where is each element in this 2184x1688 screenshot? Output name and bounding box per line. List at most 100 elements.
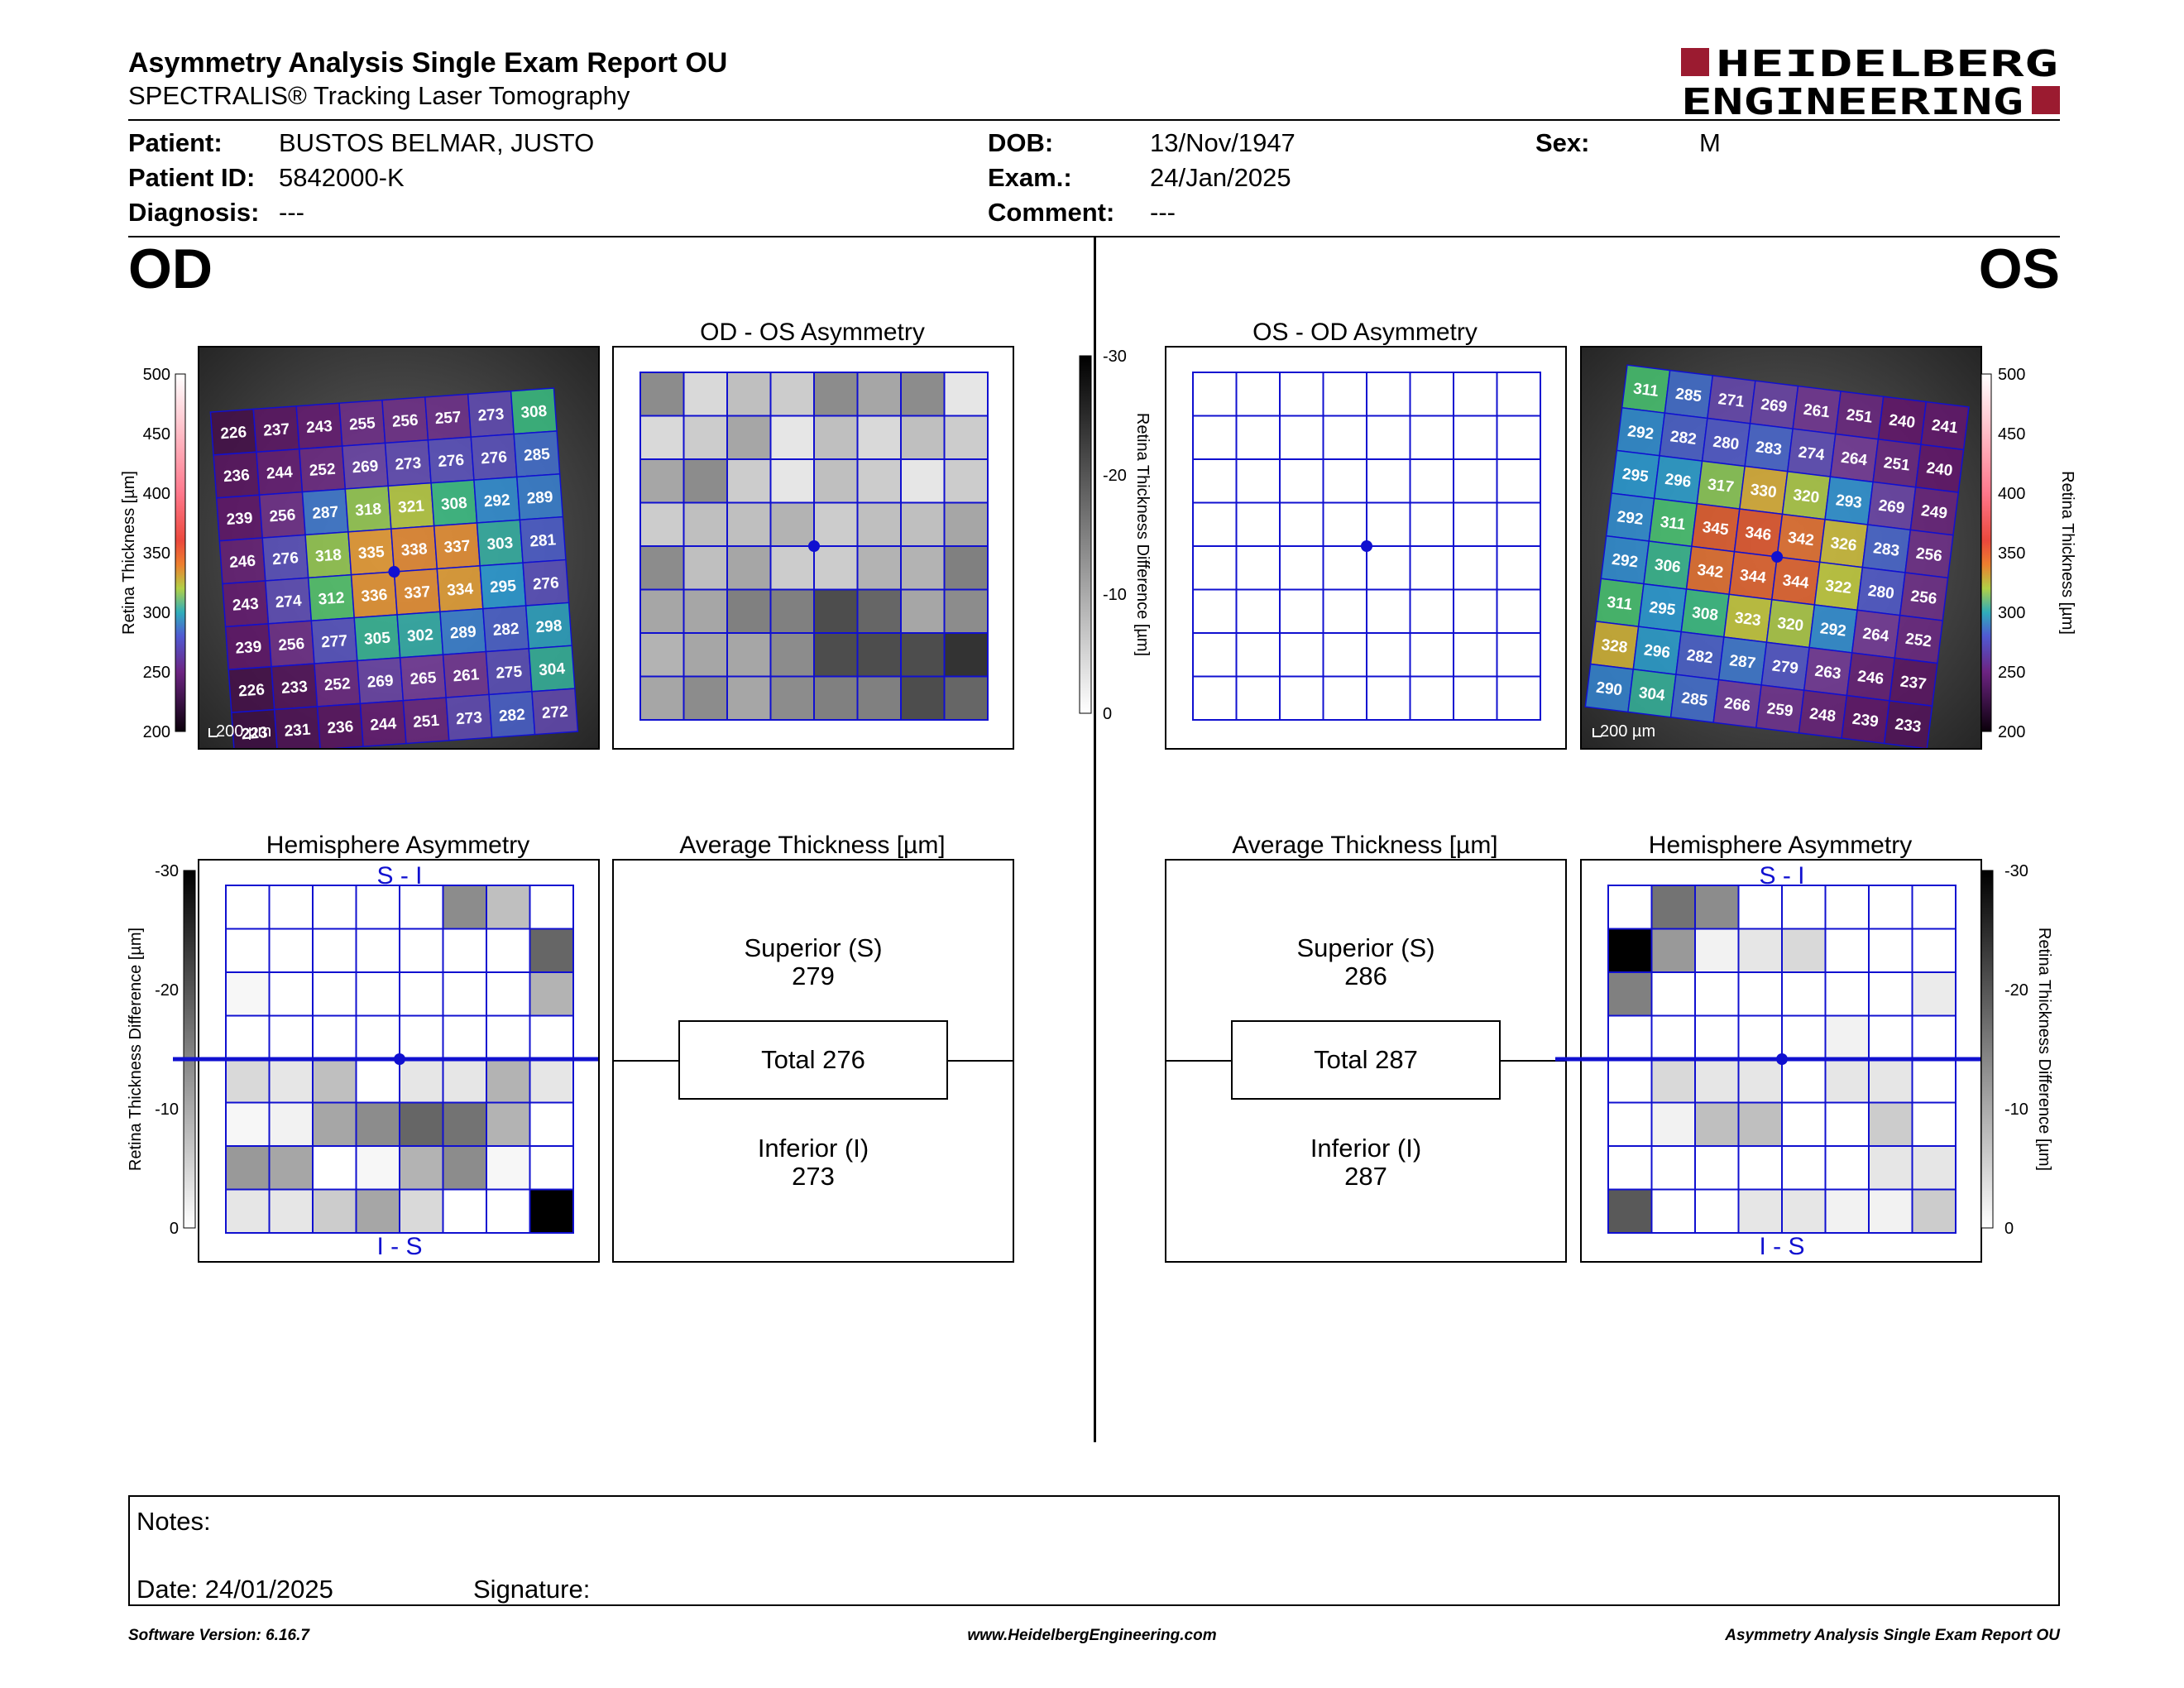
grid-cell — [1366, 501, 1411, 547]
website-link[interactable]: www.HeidelbergEngineering.com — [967, 1627, 1217, 1644]
grid-cell — [1192, 372, 1238, 417]
grid-cell — [1824, 928, 1870, 973]
grid-cell — [529, 1101, 574, 1147]
thickness-value: 318 — [355, 501, 382, 520]
grid-cell — [1279, 632, 1324, 678]
grid-cell — [1279, 588, 1324, 634]
difference-gradient — [183, 870, 196, 1229]
thickness-value: 335 — [357, 544, 386, 563]
grid-cell — [529, 971, 574, 1017]
grid-cell — [268, 1058, 314, 1104]
os-hemi-panel: S - I I - S — [1555, 859, 1982, 1263]
grid-cell — [1322, 632, 1367, 678]
grid-cell — [1824, 971, 1870, 1017]
thickness-value: 244 — [370, 715, 398, 734]
grid-cell — [1737, 1101, 1783, 1147]
grid-cell — [1496, 588, 1541, 634]
grid-cell — [682, 458, 728, 504]
thickness-value: 274 — [1798, 444, 1826, 464]
grid-cell — [312, 885, 357, 930]
grid-cell — [1607, 928, 1653, 973]
thickness-value: 279 — [1771, 657, 1799, 678]
diagnosis-label: Diagnosis: — [128, 198, 260, 227]
grid-cell — [442, 1058, 487, 1104]
difference-axis-label: Retina Thickness Difference [µm] — [127, 928, 145, 1171]
thickness-value: 264 — [1840, 449, 1868, 470]
difference-tick: 0 — [2004, 1220, 2014, 1238]
thickness-value: 292 — [1626, 423, 1655, 444]
od-total-line-right — [946, 1060, 1013, 1062]
grid-cell — [1235, 632, 1281, 678]
od-superior-label: Superior (S) — [744, 933, 883, 962]
grid-cell — [399, 971, 444, 1017]
grid-cell — [1824, 885, 1870, 930]
grid-cell — [1737, 1145, 1783, 1191]
grid-cell — [1607, 1101, 1653, 1147]
grid-cell — [355, 1101, 400, 1147]
grid-cell — [1781, 971, 1827, 1017]
grid-cell — [1322, 415, 1367, 460]
thickness-value: 259 — [1766, 700, 1794, 721]
grid-cell — [1737, 971, 1783, 1017]
grid-cell — [1366, 588, 1411, 634]
thickness-tick: 300 — [1998, 604, 2025, 622]
os-inferior-label: Inferior (I) — [1310, 1134, 1422, 1163]
grid-cell — [1824, 1101, 1870, 1147]
grid-cell — [769, 372, 815, 417]
od-thickness-map: 226 237 243 255 256 257 273 308 236 244 252 269 273 2… — [198, 346, 600, 750]
grid-cell — [682, 545, 728, 591]
os-thickness-grid: 311 285 271 269 261 251 240 241 292 282 280 283 274 2… — [1582, 348, 1980, 748]
grid-cell — [312, 1188, 357, 1234]
thickness-gradient — [175, 373, 186, 732]
thickness-value: 311 — [1660, 514, 1687, 535]
grid-cell — [726, 675, 772, 721]
thickness-value: 320 — [1776, 615, 1804, 635]
logo-line2: ENGINEERING — [1681, 81, 2024, 123]
grid-cell — [1650, 1145, 1696, 1191]
od-superior-value: 279 — [792, 961, 835, 990]
thickness-value: 306 — [1654, 556, 1682, 577]
grid-cell — [1409, 675, 1454, 721]
od-total-value: Total 276 — [761, 1045, 865, 1074]
grid-cell — [1192, 458, 1238, 504]
thickness-value: 269 — [352, 458, 379, 477]
difference-colorbar-center: -30 -20 -10 0 Retina Thickness Difference [µ… — [1079, 348, 1152, 723]
thickness-value: 292 — [1819, 620, 1847, 640]
grid-cell — [1911, 1188, 1956, 1234]
grid-cell — [355, 1188, 400, 1234]
thickness-value: 256 — [1909, 587, 1937, 608]
thickness-value: 304 — [1638, 684, 1666, 705]
os-superior-label: Superior (S) — [1296, 933, 1435, 962]
thickness-value: 272 — [541, 703, 568, 722]
thickness-value: 233 — [280, 679, 308, 698]
grid-cell — [856, 545, 902, 591]
grid-cell — [813, 632, 859, 678]
grid-cell — [813, 501, 859, 547]
grid-cell — [639, 372, 685, 417]
grid-cell — [1409, 458, 1454, 504]
grid-cell — [943, 458, 989, 504]
thickness-value: 321 — [397, 497, 425, 516]
grid-cell — [486, 1101, 531, 1147]
thickness-value: 271 — [1717, 391, 1746, 411]
grid-cell — [1279, 458, 1324, 504]
od-total-box: Total 276 — [678, 1020, 948, 1100]
od-thickness-colorbar: 500 450 400 350 300 250 200 Retina Thickness [µ… — [120, 366, 186, 741]
grid-cell — [529, 1014, 574, 1060]
grid-cell — [1453, 458, 1498, 504]
notes-box[interactable]: Notes: Date: 24/01/2025 Signature: — [128, 1495, 2060, 1606]
thickness-value: 285 — [523, 446, 551, 465]
grid-cell — [1607, 1145, 1653, 1191]
grid-cell — [900, 632, 946, 678]
thickness-tick: 250 — [1998, 664, 2025, 682]
od-hemi-title: Hemisphere Asymmetry — [266, 832, 530, 859]
grid-cell — [1235, 545, 1281, 591]
grid-cell — [1868, 1058, 1913, 1104]
thickness-value: 241 — [1931, 417, 1959, 438]
thickness-value: 317 — [1707, 476, 1735, 496]
grid-cell — [1824, 1145, 1870, 1191]
grid-cell — [268, 1188, 314, 1234]
thickness-value: 246 — [1856, 668, 1885, 688]
thickness-value: 292 — [1611, 551, 1639, 572]
hemi-top-label: S - I — [376, 862, 422, 890]
